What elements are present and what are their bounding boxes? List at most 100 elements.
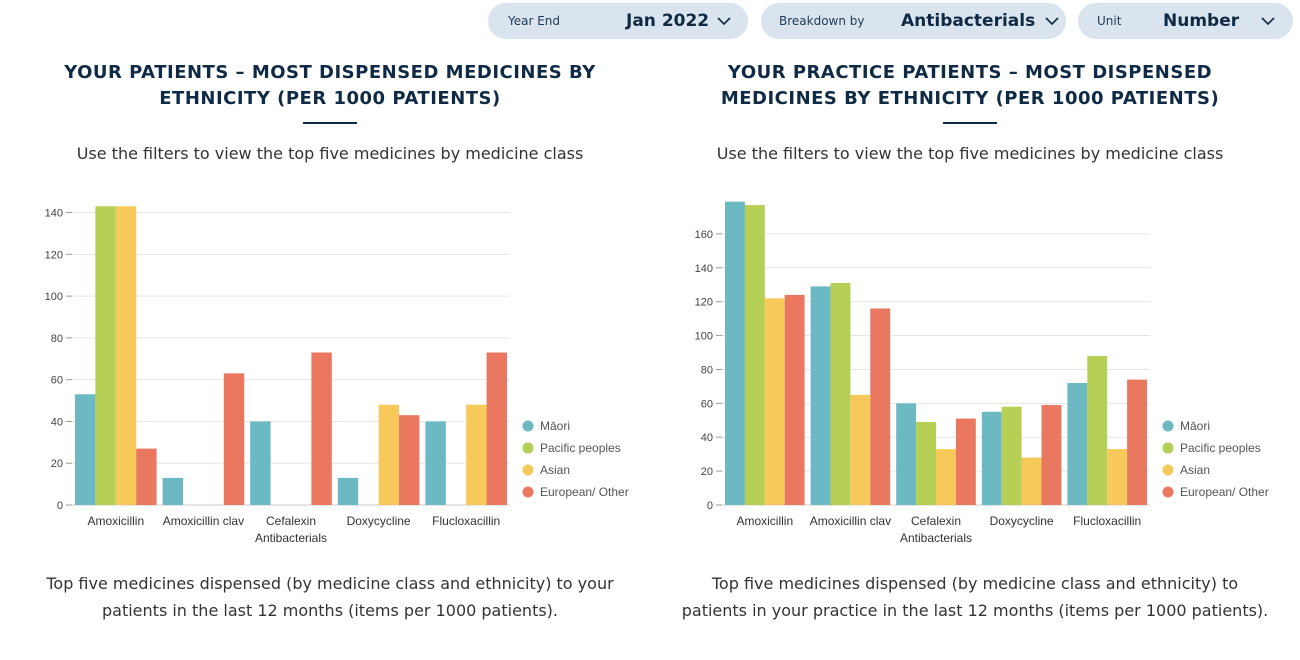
year-end-label: Year End [508, 14, 561, 28]
y-tick-label: 80 [701, 364, 713, 376]
panel-practice-patients: YOUR PRACTICE PATIENTS – MOST DISPENSED … [680, 60, 1260, 163]
bar [1127, 379, 1147, 505]
y-tick-label: 140 [695, 263, 713, 275]
legend-label: Māori [540, 419, 570, 433]
x-axis-title: Antibacterials [900, 531, 972, 545]
y-tick-label: 120 [695, 297, 713, 309]
panel-subtitle: Use the filters to view the top five med… [76, 144, 584, 163]
bar [1067, 383, 1088, 505]
breakdown-filter[interactable]: Breakdown by Antibacterials [761, 3, 1066, 39]
legend-swatch [1162, 442, 1174, 454]
bar [725, 201, 745, 505]
bar [1041, 405, 1062, 505]
bar [1087, 355, 1108, 505]
y-tick-label: 40 [51, 416, 63, 428]
title-divider [303, 122, 357, 124]
x-axis-title: Antibacterials [255, 531, 327, 545]
chart-caption: Top five medicines dispensed (by medicin… [46, 574, 614, 620]
legend-label: Asian [1180, 463, 1210, 477]
legend-label: European/ Other [540, 485, 629, 499]
bar [784, 294, 805, 505]
bar [486, 352, 507, 505]
bar [75, 394, 96, 505]
legend-label: European/ Other [1180, 485, 1269, 499]
bar [95, 206, 116, 505]
panel-subtitle: Use the filters to view the top five med… [716, 144, 1224, 163]
y-tick-label: 120 [45, 249, 63, 261]
panel-title: YOUR PATIENTS – MOST DISPENSED MEDICINES… [64, 62, 596, 109]
x-tick-label: Cefalexin [266, 514, 316, 528]
legend-label: Pacific peoples [540, 441, 621, 455]
y-tick-label: 60 [701, 398, 713, 410]
year-end-value: Jan 2022 [626, 11, 710, 31]
bar [136, 448, 157, 505]
bar [162, 477, 183, 505]
bar [764, 298, 785, 505]
y-tick-label: 140 [45, 208, 63, 220]
legend-swatch [522, 486, 534, 498]
x-tick-label: Cefalexin [911, 514, 961, 528]
bar [378, 404, 399, 505]
year-end-filter[interactable]: Year End Jan 2022 [488, 3, 748, 39]
bar [830, 283, 851, 505]
x-tick-label: Amoxicillin [87, 514, 144, 528]
chart-caption: Top five medicines dispensed (by medicin… [681, 574, 1269, 620]
chevron-down-icon [1261, 17, 1275, 26]
y-tick-label: 100 [45, 291, 63, 303]
breakdown-value: Antibacterials [901, 11, 1036, 31]
bar [337, 477, 359, 505]
x-tick-label: Amoxicillin clav [810, 514, 891, 528]
bar [223, 373, 245, 505]
bar [936, 449, 956, 505]
bar [1001, 406, 1022, 505]
unit-filter[interactable]: Unit Number [1078, 3, 1293, 39]
y-tick-label: 60 [51, 375, 63, 387]
y-tick-label: 160 [695, 229, 713, 241]
bar [955, 418, 976, 505]
y-tick-label: 80 [51, 333, 63, 345]
y-tick-label: 20 [51, 458, 63, 470]
bar [850, 394, 871, 505]
chevron-down-icon [717, 17, 731, 26]
legend-swatch [1162, 464, 1174, 476]
legend-swatch [522, 420, 534, 432]
chart-your-patients: 0 20 40 60 80 100 120 140 Amoxicillin Amoxicillin… [45, 206, 629, 545]
legend-swatch [1162, 486, 1174, 498]
unit-label: Unit [1097, 14, 1122, 28]
legend-label: Māori [1180, 419, 1210, 433]
panel-your-patients: YOUR PATIENTS – MOST DISPENSED MEDICINES… [20, 60, 640, 163]
chart-practice-patients: 0 20 40 60 80 100 120 140 160 Amoxicillin Amoxicil… [695, 201, 1269, 545]
bar [870, 308, 891, 505]
breakdown-label: Breakdown by [779, 14, 865, 28]
bar [399, 415, 420, 505]
bar [896, 403, 917, 505]
bar [311, 352, 332, 505]
x-tick-label: Doxycycline [347, 514, 411, 528]
bar [1021, 457, 1042, 505]
legend-swatch [1162, 420, 1174, 432]
bar [744, 205, 765, 506]
y-tick-label: 20 [701, 466, 713, 478]
filter-bar: Year End Jan 2022 Breakdown by Antibacte… [0, 3, 1300, 39]
legend-label: Asian [540, 463, 570, 477]
bar [981, 411, 1002, 505]
bar [115, 206, 137, 505]
unit-value: Number [1163, 11, 1240, 31]
x-tick-label: Flucloxacillin [1073, 514, 1141, 528]
title-divider [943, 122, 997, 124]
y-tick-label: 100 [695, 331, 713, 343]
bar [810, 286, 831, 505]
y-tick-label: 40 [701, 432, 713, 444]
legend-swatch [522, 464, 534, 476]
y-tick-label: 0 [57, 500, 63, 512]
legend-swatch [522, 442, 534, 454]
x-tick-label: Flucloxacillin [432, 514, 500, 528]
x-tick-label: Amoxicillin clav [163, 514, 244, 528]
legend-label: Pacific peoples [1180, 441, 1261, 455]
x-tick-label: Doxycycline [990, 514, 1054, 528]
bar [425, 421, 446, 505]
bar [1107, 449, 1128, 505]
bar [466, 404, 487, 505]
chevron-down-icon [1045, 17, 1059, 26]
y-tick-label: 0 [707, 500, 713, 512]
